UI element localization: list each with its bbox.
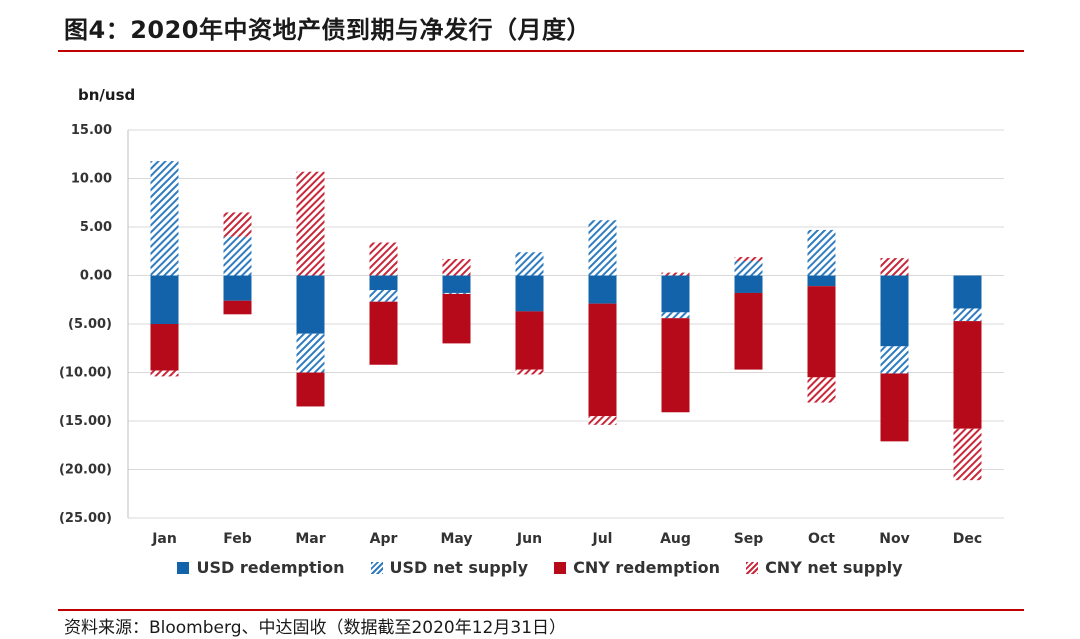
source-note: 资料来源：Bloomberg、中达固收（数据截至2020年12月31日） [64, 618, 567, 638]
y-tick-label: (15.00) [59, 414, 112, 429]
bar-cny-redemption-jun [515, 311, 544, 370]
bar-usd-redemption-may [442, 275, 471, 293]
x-category-label: May [440, 531, 472, 547]
x-category-label: Feb [223, 531, 252, 547]
bar-usd-net-supply-apr [369, 290, 398, 302]
bar-usd-redemption-oct [807, 275, 836, 287]
bar-usd-net-supply-dec [953, 308, 982, 322]
bar-usd-net-supply-jul [588, 220, 617, 276]
bar-cny-redemption-may [442, 293, 471, 344]
title-rule [58, 50, 1024, 52]
x-category-label: Nov [879, 531, 909, 547]
bar-usd-redemption-aug [661, 275, 690, 313]
source-rule [58, 609, 1024, 611]
x-category-label: Oct [808, 531, 835, 547]
y-tick-label: 0.00 [80, 269, 112, 284]
y-tick-label: 10.00 [71, 172, 112, 187]
legend-label-cny-redemption: CNY redemption [573, 558, 721, 577]
x-axis-categories: Jan Feb Mar Apr May Jun Jul Aug Sep Oct Nov Dec [151, 531, 982, 547]
bar-usd-net-supply-aug [661, 312, 690, 319]
gridlines [127, 129, 1004, 519]
bars [150, 161, 982, 481]
legend-item-cny-redemption: CNY redemption [554, 558, 720, 577]
bar-cny-net-supply-jun [515, 369, 544, 375]
bar-usd-redemption-jan [150, 275, 179, 324]
bar-usd-redemption-dec [953, 275, 982, 309]
bar-cny-redemption-feb [223, 300, 252, 315]
y-tick-label: (20.00) [59, 463, 112, 478]
legend: USD redemption USD net supply CNY redemp… [0, 558, 1080, 577]
bar-usd-redemption-sep [734, 275, 763, 293]
x-category-label: Aug [660, 531, 691, 547]
y-tick-label: 5.00 [80, 220, 112, 235]
bar-cny-net-supply-dec [953, 428, 982, 481]
legend-item-cny-net-supply: CNY net supply [746, 558, 903, 577]
x-category-label: Dec [953, 531, 982, 547]
y-tick-label: (25.00) [59, 511, 112, 526]
legend-item-usd-net-supply: USD net supply [370, 558, 529, 577]
bar-cny-net-supply-mar [296, 171, 325, 276]
x-category-label: Apr [370, 531, 398, 547]
bar-cny-net-supply-aug [661, 272, 690, 276]
bar-cny-redemption-nov [880, 373, 909, 442]
x-category-label: Jan [151, 531, 177, 547]
bar-usd-redemption-nov [880, 275, 909, 347]
bar-usd-net-supply-mar [296, 333, 325, 373]
bar-cny-net-supply-may [442, 259, 471, 276]
bar-usd-net-supply-jun [515, 252, 544, 276]
legend-swatch-usd-net-supply [370, 561, 383, 574]
x-category-label: Mar [295, 531, 325, 547]
legend-swatch-usd-redemption [177, 561, 190, 574]
bar-cny-redemption-oct [807, 286, 836, 378]
y-tick-label: (10.00) [59, 366, 112, 381]
y-tick-label: (5.00) [68, 317, 112, 332]
x-category-label: Jul [592, 531, 613, 547]
bar-cny-net-supply-feb [223, 212, 252, 237]
bar-usd-net-supply-jan [150, 161, 179, 276]
bar-cny-redemption-jan [150, 324, 179, 371]
bar-usd-redemption-jun [515, 275, 544, 312]
bar-usd-net-supply-sep [734, 260, 763, 276]
y-axis-unit: bn/usd [78, 86, 136, 104]
bar-usd-net-supply-feb [223, 236, 252, 276]
bar-cny-redemption-dec [953, 321, 982, 429]
bar-usd-redemption-feb [223, 275, 252, 301]
y-tick-label: 15.00 [71, 123, 112, 138]
bar-cny-net-supply-apr [369, 242, 398, 276]
legend-swatch-cny-redemption [554, 561, 567, 574]
chart-title: 图4：2020年中资地产债到期与净发行（月度） [64, 16, 591, 44]
bar-cny-redemption-apr [369, 301, 398, 365]
legend-item-usd-redemption: USD redemption [177, 558, 345, 577]
bar-cny-net-supply-oct [807, 377, 836, 403]
bar-cny-redemption-aug [661, 318, 690, 413]
x-category-label: Jun [516, 531, 542, 547]
bar-cny-redemption-jul [588, 303, 617, 417]
legend-label-usd-redemption: USD redemption [196, 558, 345, 577]
bar-usd-redemption-apr [369, 275, 398, 291]
bar-usd-net-supply-nov [880, 346, 909, 374]
bar-cny-redemption-mar [296, 372, 325, 407]
bar-usd-net-supply-oct [807, 229, 836, 276]
y-axis-ticks: 15.00 10.00 5.00 0.00 (5.00) (10.00) (15.00) (2… [59, 123, 112, 526]
x-category-label: Sep [734, 531, 764, 547]
bar-usd-redemption-mar [296, 275, 325, 334]
bar-cny-redemption-sep [734, 292, 763, 370]
legend-label-usd-net-supply: USD net supply [389, 558, 529, 577]
bar-cny-net-supply-jul [588, 416, 617, 425]
legend-swatch-cny-net-supply [746, 561, 759, 574]
bar-usd-net-supply-may [442, 292, 471, 294]
bar-cny-net-supply-sep [734, 257, 763, 261]
bar-cny-net-supply-jan [150, 370, 179, 377]
bar-usd-redemption-jul [588, 275, 617, 304]
bar-cny-net-supply-nov [880, 258, 909, 276]
legend-label-cny-net-supply: CNY net supply [765, 558, 903, 577]
